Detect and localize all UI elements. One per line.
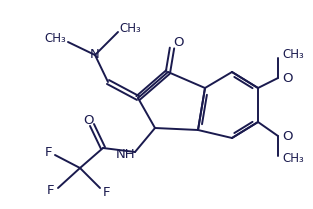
Text: NH: NH — [116, 148, 136, 161]
Text: F: F — [102, 186, 110, 199]
Text: O: O — [282, 130, 293, 143]
Text: CH₃: CH₃ — [282, 152, 304, 164]
Text: O: O — [173, 36, 183, 48]
Text: F: F — [46, 184, 54, 196]
Text: CH₃: CH₃ — [282, 48, 304, 61]
Text: O: O — [83, 113, 93, 126]
Text: F: F — [44, 147, 52, 159]
Text: O: O — [282, 71, 293, 84]
Text: CH₃: CH₃ — [44, 33, 66, 46]
Text: N: N — [90, 48, 100, 61]
Text: CH₃: CH₃ — [119, 22, 141, 34]
